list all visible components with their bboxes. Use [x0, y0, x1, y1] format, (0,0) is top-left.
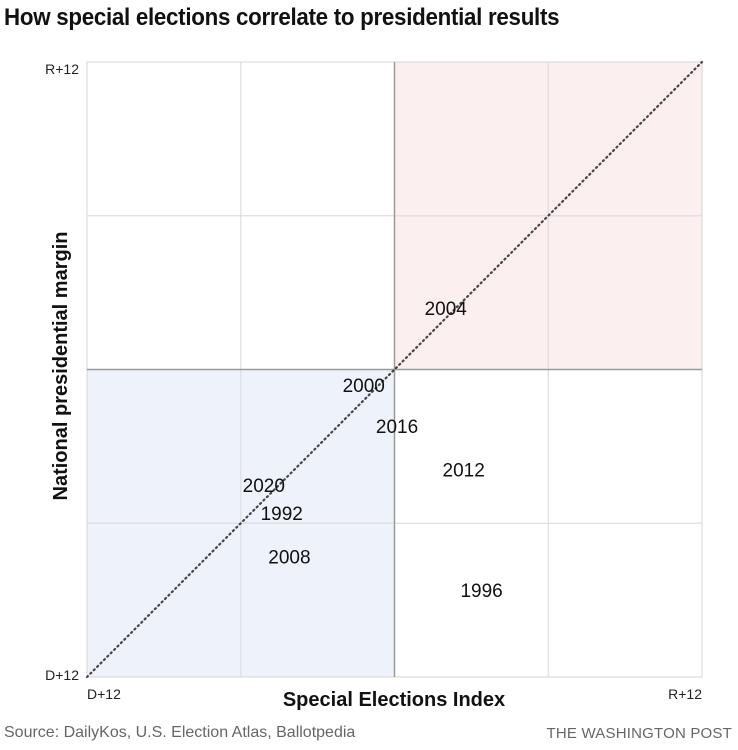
point-label-2000: 2000 — [343, 376, 385, 397]
point-label-2016: 2016 — [376, 417, 418, 438]
point-label-2004: 2004 — [425, 299, 468, 320]
point-label-2008: 2008 — [268, 548, 310, 569]
y-tick-min: D+12 — [45, 667, 79, 683]
year-labels: 2004 2000 2016 2012 2020 1992 2008 1996 — [243, 299, 503, 602]
point-label-1996: 1996 — [460, 581, 502, 602]
y-tick-max: R+12 — [45, 61, 79, 77]
point-label-2012: 2012 — [443, 460, 485, 481]
point-label-2020: 2020 — [243, 476, 285, 497]
x-axis-title: Special Elections Index — [283, 689, 505, 711]
publisher-credit: THE WASHINGTON POST — [546, 725, 732, 742]
y-axis-title: National presidential margin — [50, 232, 72, 501]
point-label-1992: 1992 — [261, 504, 303, 525]
source-note: Source: DailyKos, U.S. Election Atlas, B… — [4, 724, 356, 741]
chart-title: How special elections correlate to presi… — [4, 4, 560, 31]
x-tick-max: R+12 — [668, 686, 702, 702]
x-tick-min: D+12 — [87, 686, 121, 702]
diagonal-reference-line — [85, 60, 704, 679]
